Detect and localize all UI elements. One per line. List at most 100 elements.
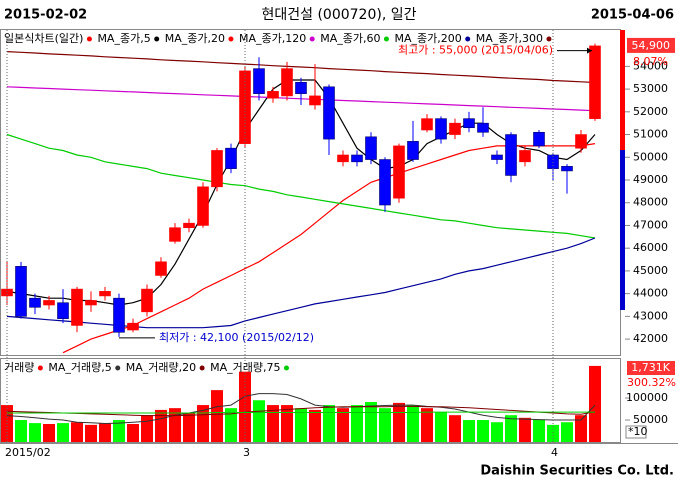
current-volume-box — [627, 361, 675, 375]
footer: Daishin Securities Co. Ltd. — [480, 464, 674, 479]
legend-label: 일본식차트(일간) — [4, 31, 83, 45]
candle-body — [253, 68, 265, 94]
candle-body — [113, 297, 125, 333]
volume-bar — [155, 409, 167, 442]
candle-body — [267, 91, 279, 99]
high-annotation: 최고가 : 55,000 (2015/04/06) — [398, 44, 553, 57]
candle-body — [463, 118, 475, 129]
volume-bar — [267, 405, 279, 442]
y-tick-label: 51000 — [633, 128, 668, 141]
volume-bar — [519, 417, 531, 442]
volume-bar — [575, 415, 587, 442]
legend-label: MA_종가,300 — [476, 32, 543, 45]
y-tick-label: 46000 — [633, 241, 668, 254]
price-plot — [1, 43, 601, 354]
volume-bar — [211, 390, 223, 442]
x-tick-label: 2015/02 — [5, 446, 51, 459]
volume-bar — [239, 371, 251, 442]
volume-bar — [337, 408, 349, 442]
legend-marker — [228, 36, 234, 42]
overlay: 42000 43000 44000 45000 46000 47000 48000 49000… — [4, 30, 676, 459]
candle-body — [29, 297, 41, 308]
volume-bar — [99, 423, 111, 442]
candle-body — [379, 159, 391, 206]
y-tick-label: 42000 — [633, 332, 668, 345]
volume-bar — [183, 412, 195, 442]
volume-bar — [141, 415, 153, 442]
candle-body — [211, 150, 223, 188]
legend-marker — [154, 36, 160, 42]
volume-bar — [351, 405, 363, 442]
candle-body — [197, 186, 209, 226]
legend-label: MA_종가,200 — [394, 32, 461, 45]
candle-body — [351, 154, 363, 163]
legend-label: MA_거래량,75 — [210, 361, 280, 374]
volume-bar — [379, 408, 391, 442]
volume-bar — [253, 400, 265, 442]
candle-body — [239, 70, 251, 144]
candle-body — [547, 154, 559, 169]
y-tick-label: 45000 — [633, 264, 668, 277]
volume-bar — [449, 415, 461, 442]
volume-bar — [113, 420, 125, 442]
legend-marker — [465, 36, 471, 42]
candle-body — [309, 95, 321, 106]
candle-body — [519, 150, 531, 163]
candle-body — [57, 302, 69, 319]
volume-bar — [491, 422, 503, 442]
start-date: 2015-02-02 — [4, 8, 87, 23]
ma-line — [6, 237, 596, 329]
legend-marker — [86, 36, 92, 42]
legend-marker — [309, 36, 315, 42]
y-tick-label: 53000 — [633, 82, 668, 95]
volume-plot — [1, 365, 601, 442]
range-bar-up — [620, 30, 625, 150]
volume-bar — [533, 420, 545, 442]
volume-bar — [505, 415, 517, 442]
high-arrow — [587, 47, 592, 54]
ma-line — [6, 133, 596, 239]
candle-body — [365, 136, 377, 160]
candle-body — [407, 141, 419, 160]
legend-label: MA_종가,120 — [239, 32, 306, 45]
candle-body — [281, 68, 293, 97]
volume-bar — [421, 408, 433, 442]
candle-body — [435, 118, 447, 140]
volume-bar — [43, 423, 55, 442]
volume-bar — [57, 423, 69, 442]
volume-bar — [561, 422, 573, 442]
current-price-label: 54,900 — [632, 39, 671, 52]
y-tick-label: 50000 — [633, 150, 668, 163]
legend-label: MA_거래량,20 — [126, 361, 196, 374]
candle-body — [449, 122, 461, 135]
volume-bar — [29, 423, 41, 442]
legend-label: MA_종가,5 — [97, 32, 150, 45]
candle-body — [421, 118, 433, 131]
candle-body — [99, 291, 111, 297]
candle-body — [393, 145, 405, 199]
volume-bar — [281, 405, 293, 442]
unit-box — [625, 425, 647, 439]
volume-ma-line — [7, 411, 595, 414]
candle-body — [589, 45, 601, 119]
chart-title: 현대건설 (000720), 일간 — [262, 7, 417, 23]
candle-body — [561, 166, 573, 172]
current-volume-label: 1,731K — [631, 361, 670, 374]
end-date: 2015-04-06 — [591, 8, 674, 23]
low-annotation: 최저가 : 42,100 (2015/02/12) — [159, 331, 314, 344]
candle-body — [127, 322, 139, 331]
candle-body — [323, 86, 335, 140]
volume-bar — [71, 422, 83, 442]
volume-bar — [323, 405, 335, 442]
candle-body — [295, 81, 307, 94]
y-tick-label: 52000 — [633, 105, 668, 118]
volume-bar — [477, 420, 489, 442]
volume-bar — [15, 420, 27, 442]
candle-body — [169, 227, 181, 242]
candle-body — [337, 154, 349, 163]
volume-bar — [225, 408, 237, 442]
legend-marker — [284, 365, 289, 371]
x-tick-label: 4 — [551, 446, 558, 459]
volume-bar — [589, 365, 601, 442]
